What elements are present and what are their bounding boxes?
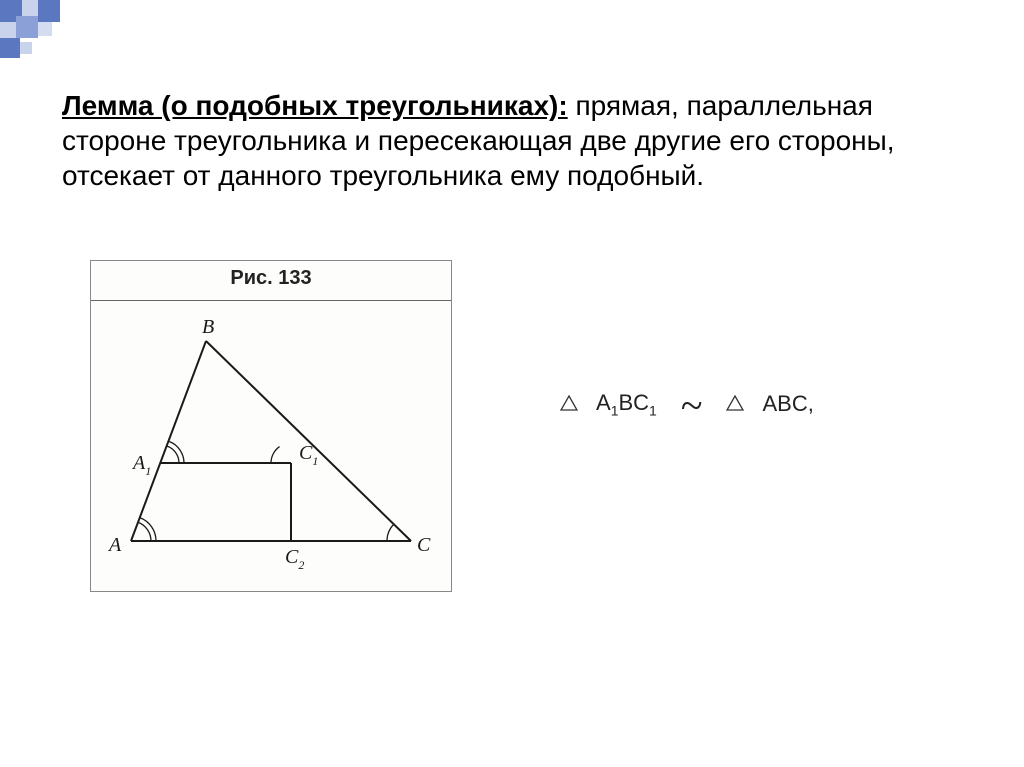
deco-square	[22, 0, 38, 16]
vertex-label: C1	[299, 442, 318, 468]
deco-square	[0, 22, 16, 38]
vertex-label: A	[107, 534, 122, 556]
lhs-BC: BC	[618, 390, 649, 415]
deco-square	[20, 42, 32, 54]
similarity-relation: A1BC1 ~ ABC,	[560, 390, 814, 418]
angle-arc	[387, 524, 394, 541]
vertex-label: B	[202, 316, 214, 338]
deco-square	[0, 38, 20, 58]
vertex-label: C2	[285, 546, 304, 572]
tilde-symbol: ~	[681, 396, 703, 416]
triangle-symbol-left	[560, 391, 578, 417]
lhs-sub2: 1	[649, 402, 657, 418]
angle-arc	[138, 522, 151, 541]
lhs-label: A1BC1	[596, 390, 657, 418]
figure-svg: B A1 A C1 C2 C	[91, 301, 451, 591]
angle-arc	[169, 441, 184, 463]
angle-arc	[167, 446, 179, 463]
figure-caption: Рис. 133	[91, 261, 451, 301]
lemma-paragraph: Лемма (о подобных треугольниках): прямая…	[62, 88, 962, 193]
angle-arc	[271, 447, 280, 463]
figure-edge	[206, 341, 411, 541]
lhs-A: A	[596, 390, 611, 415]
deco-square	[16, 16, 38, 38]
rhs-label: ABC,	[762, 391, 813, 417]
corner-decoration	[0, 0, 70, 60]
vertex-label: A1	[131, 452, 151, 478]
deco-square	[38, 0, 60, 22]
deco-square	[38, 22, 52, 36]
lemma-lead: Лемма (о подобных треугольниках):	[62, 90, 568, 121]
geometry-group: B A1 A C1 C2 C	[107, 316, 431, 572]
vertex-label: C	[417, 534, 431, 556]
main-content: Лемма (о подобных треугольниках): прямая…	[62, 60, 962, 221]
figure-edge	[131, 341, 206, 541]
triangle-symbol-right	[726, 391, 744, 417]
figure-box: Рис. 133 B A1 A C1 C2 C	[90, 260, 452, 592]
